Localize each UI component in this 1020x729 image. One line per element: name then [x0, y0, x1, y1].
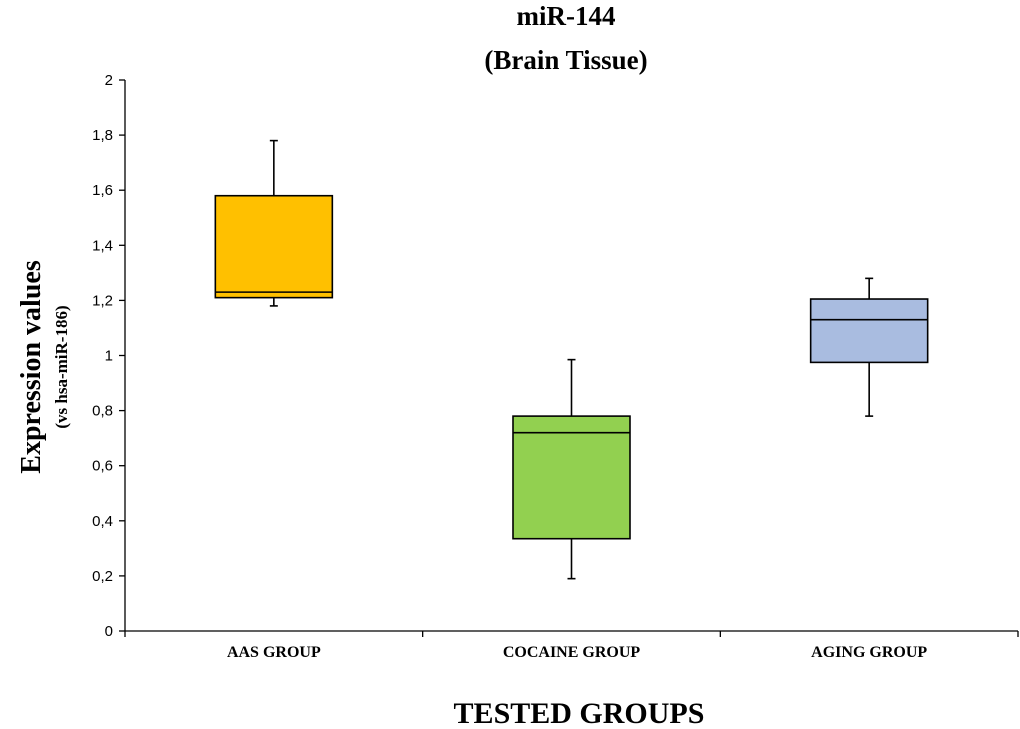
y-tick-label: 0: [105, 623, 113, 640]
y-tick-label: 1: [105, 348, 113, 365]
x-axis-label: TESTED GROUPS: [454, 697, 705, 729]
category-label: AAS GROUP: [227, 644, 321, 661]
category-label: AGING GROUP: [811, 644, 927, 661]
category-label: COCAINE GROUP: [503, 644, 641, 661]
y-tick-label: 0,2: [92, 568, 113, 585]
chart-title-line-1: miR-144: [517, 1, 616, 31]
box-aging-group: [809, 277, 929, 417]
y-axis-label: Expression values: [16, 260, 47, 474]
x-axis-group: AAS GROUP COCAINE GROUP AGING GROUP: [124, 630, 1019, 661]
y-tick-label: 1,4: [92, 237, 113, 254]
boxes: [214, 139, 929, 580]
y-tick-label: 1,2: [92, 292, 113, 309]
y-ticks: 0 0,2 0,4 0,6 0,8 1 1,2 1,4 1,6 1,8 2: [92, 72, 125, 640]
box-iqr: [214, 194, 334, 299]
y-axis-sublabel: (vs hsa-miR-186): [52, 305, 71, 428]
box-cocaine-group: [512, 358, 631, 580]
y-tick-label: 1,6: [92, 182, 113, 199]
y-tick-label: 0,4: [92, 513, 113, 530]
category-labels: AAS GROUP COCAINE GROUP AGING GROUP: [227, 644, 927, 661]
box-iqr: [512, 415, 631, 540]
y-tick-label: 2: [105, 72, 113, 89]
y-tick-label: 1,8: [92, 127, 113, 144]
chart-title-line-2: (Brain Tissue): [484, 45, 647, 75]
y-tick-label: 0,8: [92, 403, 113, 420]
box-aas-group: [214, 139, 334, 307]
x-ticks: [124, 631, 1019, 637]
box-iqr: [809, 298, 929, 364]
y-axis-group: 0 0,2 0,4 0,6 0,8 1 1,2 1,4 1,6 1,8 2: [92, 72, 126, 640]
y-tick-label: 0,6: [92, 458, 113, 475]
